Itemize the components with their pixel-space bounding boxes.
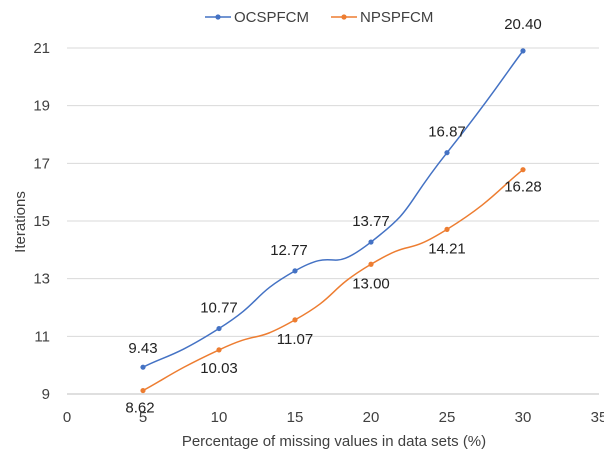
- series-group: [140, 48, 526, 394]
- data-label-npspfcm: 11.07: [277, 331, 313, 348]
- y-axis-ticks: 9 11 13 15 17 19 21: [33, 40, 50, 403]
- data-label-ocspfcm: 12.77: [270, 242, 308, 259]
- y-tick-label: 11: [34, 328, 50, 345]
- data-label-ocspfcm: 10.77: [200, 300, 238, 317]
- y-tick-label: 9: [42, 386, 50, 403]
- data-label-ocspfcm: 13.77: [352, 213, 390, 230]
- x-tick-label: 15: [287, 409, 304, 426]
- y-tick-label: 17: [33, 155, 50, 172]
- y-tick-label: 15: [33, 213, 50, 230]
- legend-label-npspfcm: NPSPFCM: [360, 9, 433, 26]
- x-tick-label: 35: [591, 409, 604, 426]
- data-label-npspfcm: 10.03: [200, 360, 238, 377]
- data-label-npspfcm: 16.28: [504, 179, 542, 196]
- data-point-npspfcm: [140, 387, 146, 394]
- x-tick-label: 10: [211, 409, 228, 426]
- data-labels: 9.43 10.77 12.77 13.77 16.87 20.40 8.62 10.03 11…: [125, 16, 541, 417]
- data-point-npspfcm: [444, 226, 450, 232]
- y-tick-label: 13: [33, 271, 50, 288]
- data-label-ocspfcm: 20.40: [504, 16, 542, 33]
- x-tick-label: 5: [139, 409, 147, 426]
- data-point-ocspfcm: [292, 268, 298, 274]
- data-point-ocspfcm: [368, 239, 374, 245]
- series-line-npspfcm: [142, 169, 524, 392]
- data-point-ocspfcm: [140, 364, 146, 370]
- x-axis-title: Percentage of missing values in data set…: [182, 433, 486, 450]
- data-label-ocspfcm: 9.43: [128, 340, 157, 357]
- gridlines: [67, 47, 599, 395]
- data-point-npspfcm: [292, 317, 298, 323]
- legend-label-ocspfcm: OCSPFCM: [234, 9, 309, 26]
- data-label-npspfcm: 8.62: [125, 400, 154, 417]
- x-axis-ticks: 0 5 10 15 20 25 30 35: [63, 409, 604, 426]
- data-point-ocspfcm: [216, 325, 222, 332]
- data-label-npspfcm: 13.00: [352, 275, 390, 292]
- legend-marker-ocspfcm: [215, 14, 221, 20]
- data-point-npspfcm: [520, 167, 526, 173]
- data-point-ocspfcm: [444, 150, 450, 156]
- data-label-npspfcm: 14.21: [428, 240, 466, 257]
- data-point-npspfcm: [368, 261, 374, 267]
- data-point-npspfcm: [216, 347, 222, 353]
- x-tick-label: 0: [63, 409, 71, 426]
- legend: OCSPFCM NPSPFCM: [205, 9, 433, 26]
- y-tick-label: 19: [33, 98, 50, 115]
- x-tick-label: 30: [515, 409, 532, 426]
- x-tick-label: 25: [439, 409, 456, 426]
- data-label-ocspfcm: 16.87: [428, 124, 466, 141]
- legend-marker-npspfcm: [341, 14, 347, 20]
- y-tick-label: 21: [33, 40, 50, 57]
- data-point-ocspfcm: [520, 48, 526, 54]
- x-tick-label: 20: [363, 409, 380, 426]
- y-axis-title: Iterations: [12, 191, 29, 253]
- series-line-ocspfcm: [142, 50, 524, 368]
